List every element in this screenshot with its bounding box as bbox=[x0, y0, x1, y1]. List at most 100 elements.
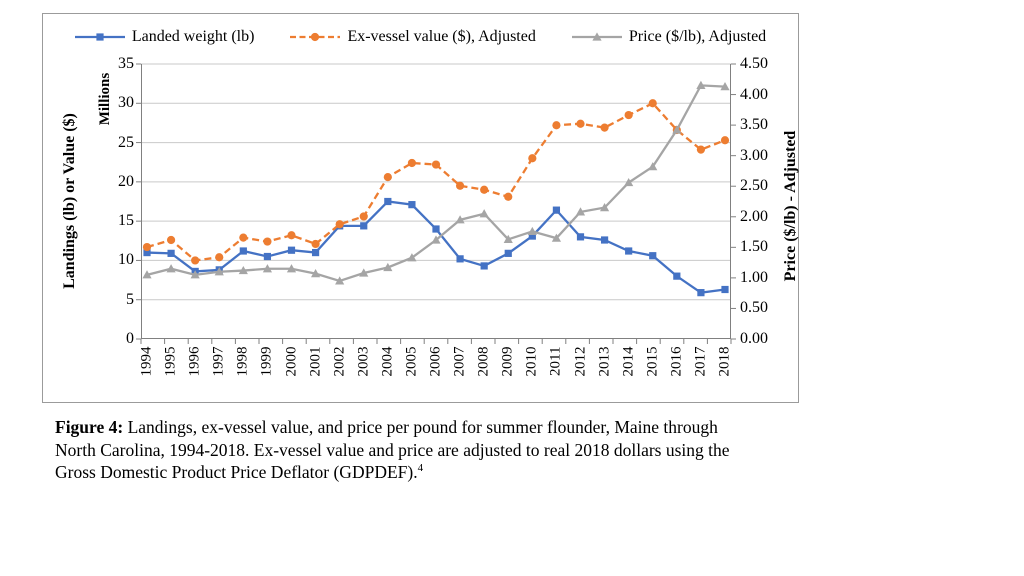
marker-triangle bbox=[166, 264, 176, 273]
marker-circle bbox=[431, 160, 441, 169]
y-right-tick-label: 1.50 bbox=[740, 238, 768, 256]
x-tick-label: 1995 bbox=[162, 346, 179, 377]
y-left-tick-label: 15 bbox=[118, 212, 134, 230]
caption-line-2: North Carolina, 1994-2018. Ex-vessel val… bbox=[55, 439, 730, 460]
marker-circle bbox=[191, 256, 200, 265]
y-left-tick-label: 35 bbox=[118, 55, 134, 72]
marker-square bbox=[263, 252, 272, 261]
x-tick-label: 1999 bbox=[258, 346, 275, 377]
marker-square bbox=[721, 285, 729, 294]
marker-square bbox=[408, 201, 416, 209]
marker-circle bbox=[600, 123, 609, 132]
marker-circle bbox=[576, 119, 585, 128]
x-tick-label: 2007 bbox=[451, 346, 468, 377]
y-right-tick-label: 2.00 bbox=[740, 207, 768, 225]
x-tick-label: 2006 bbox=[427, 346, 444, 377]
marker-triangle bbox=[238, 265, 248, 275]
y-left-tick-label: 30 bbox=[118, 94, 134, 112]
x-tick-label: 1998 bbox=[234, 346, 251, 377]
marker-circle bbox=[215, 253, 224, 262]
x-tick-label: 2018 bbox=[716, 346, 733, 377]
y-right-tick-label: 0.00 bbox=[740, 330, 768, 347]
marker-circle bbox=[552, 121, 561, 130]
x-tick-label: 2016 bbox=[668, 346, 685, 377]
marker-triangle bbox=[383, 262, 393, 272]
marker-triangle bbox=[624, 177, 634, 187]
legend-label: Price ($/lb), Adjusted bbox=[628, 28, 767, 45]
legend-label: Ex-vessel value ($), Adjusted bbox=[347, 28, 536, 45]
y-right-tick-label: 3.50 bbox=[740, 116, 768, 134]
marker-circle bbox=[311, 239, 320, 249]
marker-triangle bbox=[479, 209, 489, 218]
x-tick-label: 2003 bbox=[355, 346, 372, 377]
marker-triangle bbox=[359, 268, 369, 277]
marker-triangle bbox=[503, 234, 513, 243]
legend-label: Landed weight (lb) bbox=[131, 28, 255, 45]
x-tick-label: 1996 bbox=[186, 346, 203, 377]
y-right-tick-label: 0.50 bbox=[740, 299, 768, 317]
marker-circle bbox=[624, 110, 633, 120]
marker-circle bbox=[383, 173, 392, 182]
x-tick-label: 2012 bbox=[572, 346, 588, 377]
plot-area bbox=[136, 63, 736, 344]
marker-square bbox=[311, 248, 320, 257]
marker-circle bbox=[166, 235, 176, 245]
x-tick-label: 1994 bbox=[138, 346, 155, 377]
x-tick-label: 2004 bbox=[379, 346, 396, 377]
marker-circle bbox=[720, 136, 730, 145]
y-left-tick-label: 20 bbox=[118, 172, 134, 190]
x-tick-label: 2013 bbox=[596, 346, 613, 377]
marker-triangle bbox=[310, 269, 321, 278]
marker-circle bbox=[528, 154, 537, 163]
marker-triangle bbox=[696, 80, 706, 89]
marker-triangle bbox=[142, 270, 152, 279]
caption-line-1: Figure 4: Landings, ex-vessel value, and… bbox=[55, 417, 718, 437]
series-line-square bbox=[146, 200, 726, 294]
marker-circle bbox=[142, 242, 152, 252]
marker-square bbox=[143, 248, 151, 257]
legend-triangle-sample-icon bbox=[571, 32, 622, 41]
y-right-tick-label: 3.00 bbox=[740, 146, 768, 164]
marker-square bbox=[480, 262, 488, 270]
marker-triangle bbox=[575, 207, 586, 216]
x-tick-label: 2009 bbox=[499, 346, 516, 377]
marker-circle bbox=[504, 192, 513, 201]
x-tick-label: 2002 bbox=[331, 346, 348, 377]
y-left-tick-label: 25 bbox=[118, 133, 134, 151]
x-tick-label: 2001 bbox=[307, 346, 324, 377]
marker-square bbox=[697, 289, 705, 297]
marker-square bbox=[167, 249, 175, 257]
marker-circle bbox=[263, 237, 272, 246]
marker-square bbox=[432, 225, 440, 233]
marker-triangle bbox=[527, 226, 537, 236]
x-tick-label: 2015 bbox=[644, 346, 661, 377]
legend-item: Ex-vessel value ($), Adjusted bbox=[290, 28, 536, 46]
legend-item: Price ($/lb), Adjusted bbox=[571, 28, 767, 46]
marker-circle bbox=[648, 99, 657, 108]
marker-square bbox=[576, 233, 585, 241]
x-tick-label: 2008 bbox=[475, 346, 492, 377]
x-tick-label: 2017 bbox=[692, 346, 709, 377]
marker-circle bbox=[407, 158, 417, 168]
marker-square bbox=[504, 249, 512, 257]
y-left-tick-label: 5 bbox=[126, 290, 134, 308]
marker-square bbox=[673, 272, 681, 280]
series-line-triangle bbox=[146, 84, 726, 283]
marker-circle bbox=[696, 145, 706, 154]
x-tick-label: 2005 bbox=[403, 346, 420, 377]
footnote-marker: 4 bbox=[417, 462, 424, 475]
chart-legend: Landed weight (lb) Ex-vessel value ($), A… bbox=[43, 28, 798, 46]
marker-square bbox=[287, 246, 296, 254]
marker-square bbox=[456, 255, 464, 263]
marker-triangle bbox=[672, 125, 682, 134]
figure-caption: Figure 4: Landings, ex-vessel value, and… bbox=[55, 416, 807, 484]
marker-triangle bbox=[214, 267, 224, 276]
marker-triangle bbox=[648, 162, 658, 171]
left-axis-title: Landings (lb) or Value ($) bbox=[61, 113, 78, 289]
figure-panel: Landed weight (lb) Ex-vessel value ($), A… bbox=[42, 13, 799, 403]
legend-item: Landed weight (lb) bbox=[74, 28, 255, 46]
marker-square bbox=[360, 222, 368, 230]
y-left-tick-label: 0 bbox=[126, 330, 134, 347]
marker-circle bbox=[239, 233, 248, 242]
caption-line-3: Gross Domestic Product Price Deflator (G… bbox=[55, 462, 424, 482]
